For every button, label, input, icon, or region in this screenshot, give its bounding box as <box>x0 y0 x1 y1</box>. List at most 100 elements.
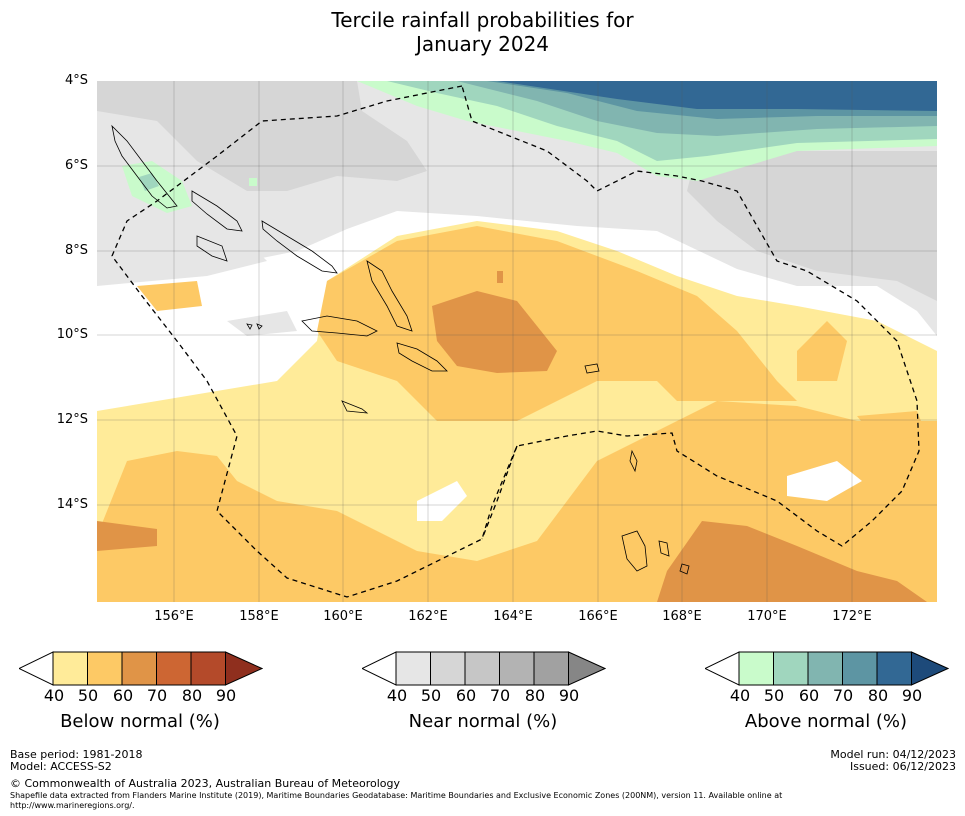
below-normal-swatch-70 <box>156 651 192 686</box>
above-normal-swatch-80 <box>876 651 912 686</box>
above-normal-region-80 <box>497 81 937 111</box>
below-normal-region-60-central <box>432 291 557 373</box>
below-normal-region-60-south <box>657 521 927 602</box>
below-normal-swatch-40 <box>52 651 88 686</box>
bougainville-coast <box>111 124 178 209</box>
near-normal-tick-90: 90 <box>558 686 580 705</box>
footer-base-period: Base period: 1981-2018 <box>10 748 143 761</box>
near-normal-extend-high <box>568 651 606 686</box>
efate-coast <box>679 563 690 575</box>
near-normal-swatch-70 <box>499 651 535 686</box>
malekula-coast <box>658 540 670 557</box>
near-normal-tick-70: 70 <box>489 686 511 705</box>
lon-label-172e: 172°E <box>832 609 872 624</box>
banks-coast <box>629 449 638 473</box>
near-normal-region-50-north <box>97 81 427 191</box>
new-georgia-coast <box>196 235 228 262</box>
above-normal-extend-low <box>705 651 740 686</box>
above-normal-west-patch <box>122 161 192 213</box>
small-island-1 <box>246 323 253 330</box>
near-normal-tick-80: 80 <box>524 686 546 705</box>
above-normal-swatch-50 <box>773 651 809 686</box>
vanuatu-eez-boundary <box>481 445 518 540</box>
below-normal-swatch-50 <box>87 651 123 686</box>
below-normal-tick-70: 70 <box>146 686 168 705</box>
below-normal-swatch-80 <box>190 651 226 686</box>
lat-label-12s: 12°S <box>56 412 88 427</box>
above-normal-extend-high <box>911 651 949 686</box>
lon-label-162e: 162°E <box>408 609 448 624</box>
above-normal-tick-90: 90 <box>901 686 923 705</box>
below-normal-tick-90: 90 <box>215 686 237 705</box>
white-patch-east <box>787 461 862 501</box>
lon-label-156e: 156°E <box>154 609 194 624</box>
santa-isabel-coast <box>261 220 338 274</box>
footer-shapefile-line1: Shapefile data extracted from Flanders M… <box>10 791 783 800</box>
above-normal-tick-40: 40 <box>729 686 751 705</box>
below-normal-swatch-60 <box>121 651 157 686</box>
solomon-eez-boundary <box>111 85 920 598</box>
below-normal-extend-low <box>19 651 54 686</box>
near-normal-tick-60: 60 <box>455 686 477 705</box>
colorbar-near-normal <box>362 651 606 686</box>
makira-coast <box>396 342 448 372</box>
rennell-coast <box>341 400 369 414</box>
footer-issued: Issued: 06/12/2023 <box>849 760 956 773</box>
above-normal-swatch-40 <box>738 651 774 686</box>
footer-shapefile-line2: http://www.marineregions.org/. <box>10 801 135 810</box>
below-normal-west-patch <box>137 281 202 311</box>
below-normal-east-patch <box>797 321 847 381</box>
near-normal-swatch-50 <box>430 651 466 686</box>
near-normal-tick-40: 40 <box>386 686 408 705</box>
below-normal-tick-50: 50 <box>77 686 99 705</box>
below-normal-tick-40: 40 <box>43 686 65 705</box>
below-normal-southeast-patch <box>857 411 927 441</box>
santa-cruz-coast <box>584 363 600 374</box>
above-normal-tick-50: 50 <box>763 686 785 705</box>
below-normal-tick-60: 60 <box>112 686 134 705</box>
lon-label-160e: 160°E <box>323 609 363 624</box>
lon-label-166e: 166°E <box>578 609 618 624</box>
small-island-2 <box>256 323 263 330</box>
coastlines <box>111 124 690 575</box>
below-normal-region-60-southwest <box>97 521 157 551</box>
above-normal-title: Above normal (%) <box>744 711 908 732</box>
below-normal-south-dot <box>422 581 442 599</box>
lat-label-8s: 8°S <box>64 243 88 258</box>
below-normal-region-50-central <box>317 226 797 421</box>
footer-model: Model: ACCESS-S2 <box>10 760 112 773</box>
near-normal-swatch-40 <box>395 651 431 686</box>
below-normal-title: Below normal (%) <box>60 711 220 732</box>
choiseul-coast <box>191 190 243 232</box>
map-gridlines <box>97 81 937 602</box>
lat-label-10s: 10°S <box>56 327 88 342</box>
map-title-line2: January 2024 <box>415 32 550 56</box>
footer-copyright: © Commonwealth of Australia 2023, Austra… <box>10 777 400 790</box>
eez-boundaries <box>111 85 920 598</box>
below-normal-tick-80: 80 <box>181 686 203 705</box>
lon-label-158e: 158°E <box>239 609 279 624</box>
below-normal-extend-high <box>225 651 263 686</box>
footer-model-run: Model run: 04/12/2023 <box>830 748 956 761</box>
above-normal-swatch-60 <box>807 651 843 686</box>
malaita-coast <box>366 260 413 332</box>
below-normal-dot <box>497 271 503 283</box>
map-title-line1: Tercile rainfall probabilities for <box>331 8 634 32</box>
near-normal-swatch-60 <box>464 651 500 686</box>
near-normal-tick-50: 50 <box>420 686 442 705</box>
lat-label-4s: 4°S <box>64 73 88 88</box>
above-normal-dot <box>249 178 257 186</box>
footer-shapefile-credit: Shapefile data extracted from Flanders M… <box>10 791 930 811</box>
near-normal-extend-low <box>362 651 397 686</box>
lat-label-6s: 6°S <box>64 158 88 173</box>
above-normal-tick-80: 80 <box>867 686 889 705</box>
lon-label-170e: 170°E <box>747 609 787 624</box>
lon-label-164e: 164°E <box>493 609 533 624</box>
lat-label-14s: 14°S <box>56 497 88 512</box>
lon-label-168e: 168°E <box>662 609 702 624</box>
above-normal-tick-60: 60 <box>798 686 820 705</box>
rainfall-probability-map <box>97 81 937 602</box>
near-normal-patch <box>227 311 297 336</box>
above-normal-swatch-70 <box>842 651 878 686</box>
guadalcanal-coast <box>301 315 378 337</box>
